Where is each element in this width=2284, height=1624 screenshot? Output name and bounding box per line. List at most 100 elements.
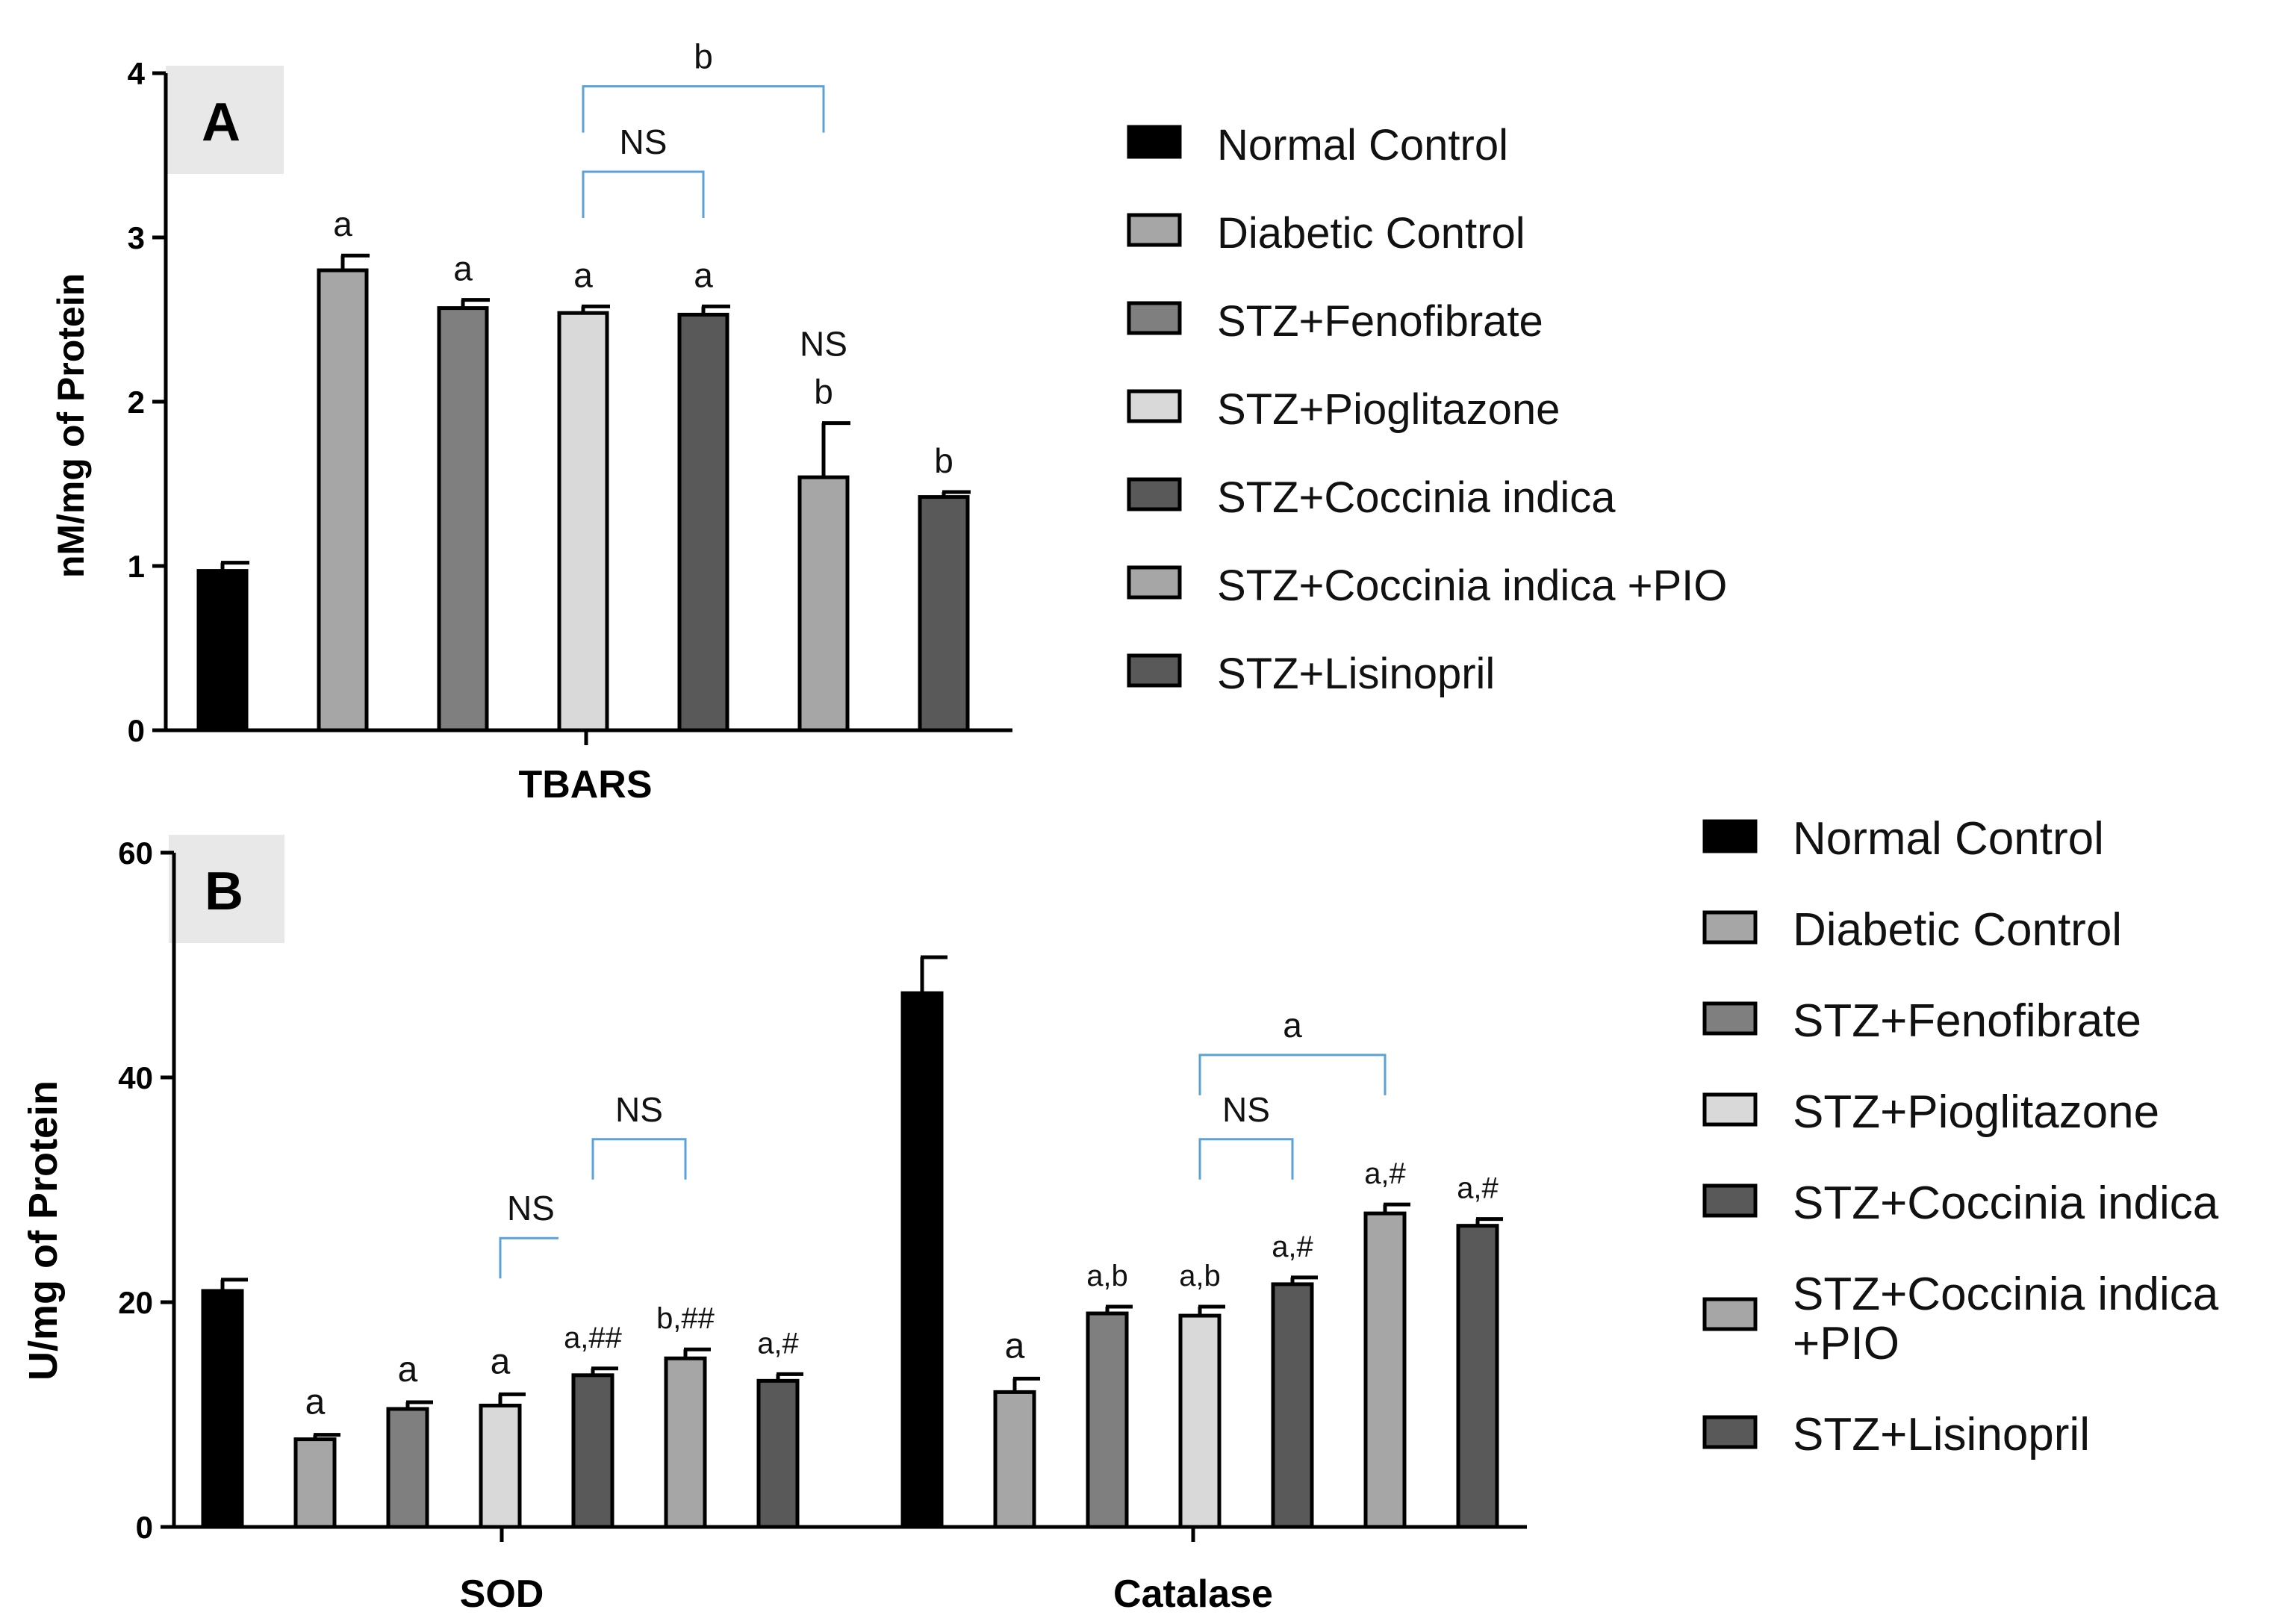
panel-b-annotation: a,b <box>1086 1260 1128 1292</box>
panel-b-annotation: a,# <box>1364 1157 1406 1190</box>
legend-label: STZ+Coccinia indica <box>1793 1177 2219 1229</box>
panel-b-error-bar <box>776 1372 803 1381</box>
panel-b-legend-item-stz-coccinia-indica: STZ+Coccinia indica <box>1702 1177 2219 1229</box>
legend-label: STZ+Fenofibrate <box>1793 995 2141 1047</box>
panel-b-bar-sod-diabetic-control <box>293 1437 337 1529</box>
panel-b-error-bar <box>591 1366 618 1375</box>
panel-b-annotation: a,# <box>1272 1231 1313 1263</box>
panel-b-error-bar <box>1290 1275 1318 1284</box>
legend-swatch <box>1127 653 1182 688</box>
panel-a-legend-item-diabetic-control: Diabetic Control <box>1127 209 1525 258</box>
panel-b-error-bar <box>683 1347 711 1359</box>
panel-a-bracket-label: b <box>694 37 713 76</box>
legend-swatch <box>1702 910 1758 945</box>
panel-b-significance-bracket <box>499 1236 559 1279</box>
legend-label: Normal Control <box>1217 121 1508 169</box>
panel-b-bar-catalase-diabetic-control <box>993 1390 1036 1529</box>
panel-a-bar-tbars-stz-coccinia-indica-pio <box>797 475 850 732</box>
legend-label: STZ+Fenofibrate <box>1217 297 1543 346</box>
panel-b-annotation: a,# <box>1457 1172 1499 1205</box>
panel-b-error-bar <box>1383 1202 1410 1214</box>
legend-swatch <box>1127 213 1182 247</box>
legend-label: STZ+Pioglitazone <box>1217 385 1560 434</box>
legend-label: Normal Control <box>1793 813 2104 865</box>
panel-a-y-tick-label: 1 <box>128 549 145 584</box>
panel-b-y-axis-title: U/mg of Protein <box>21 1080 66 1381</box>
panel-b-error-bar <box>220 1278 248 1291</box>
legend-label: STZ+Coccinia indica <box>1217 473 1616 522</box>
panel-a-y-tick-label: 3 <box>128 220 145 255</box>
panel-a-error-bar <box>701 304 730 315</box>
panel-b-bar-catalase-stz-pioglitazone <box>1178 1313 1222 1529</box>
panel-b-annotation: a,## <box>564 1322 623 1354</box>
panel-b-legend-item-stz-coccinia-indica-pio: STZ+Coccinia indica+PIO <box>1702 1269 2219 1369</box>
panel-a-category-label: TBARS <box>518 763 652 806</box>
panel-b-y-tick-label: 0 <box>136 1510 153 1545</box>
panel-b-category-label-catalase: Catalase <box>1113 1572 1273 1616</box>
legend-swatch <box>1702 1183 1758 1218</box>
panel-b-annotation: a,# <box>757 1327 799 1360</box>
panel-b-bar-sod-stz-pioglitazone <box>479 1403 522 1529</box>
panel-a-annotation: a <box>453 249 473 288</box>
panel-b-bar-sod-stz-coccinia-indica-pio <box>664 1356 707 1529</box>
panel-a-error-bar <box>821 421 850 478</box>
panel-b-y-tick-label: 60 <box>118 836 153 871</box>
panel-b-bar-sod-normal-control <box>201 1289 244 1529</box>
legend-swatch <box>1127 389 1182 423</box>
panel-b-category-label-sod: SOD <box>460 1572 544 1616</box>
legend-label: STZ+Lisinopril <box>1217 650 1495 698</box>
panel-a-annotation: a <box>333 205 352 243</box>
panel-b-significance-bracket <box>1198 1054 1387 1095</box>
panel-b-bar-catalase-stz-lisinopril <box>1456 1224 1499 1529</box>
panel-a-annotation: NS <box>800 325 847 364</box>
panel-a-bracket-label: NS <box>620 122 668 161</box>
panel-b-significance-bracket <box>591 1138 687 1180</box>
panel-a-annotation: b <box>934 441 953 480</box>
panel-b-legend-item-diabetic-control: Diabetic Control <box>1702 904 2122 956</box>
panel-a-annotation: a <box>694 255 713 294</box>
legend-swatch <box>1702 1001 1758 1036</box>
legend-swatch <box>1702 1092 1758 1127</box>
panel-a-chart: A nM/mg of Protein TBARS 0 1 2 3 4 a a a a b NS b NS… <box>50 37 1727 806</box>
panel-b-annotation: a <box>491 1342 511 1381</box>
panel-b-annotation: a <box>305 1383 326 1422</box>
legend-swatch <box>1702 1297 1758 1331</box>
panel-a-legend-item-stz-lisinopril: STZ+Lisinopril <box>1127 650 1495 698</box>
panel-a-y-tick-label: 2 <box>128 385 145 420</box>
panel-b-y-tick-label: 20 <box>118 1285 153 1320</box>
panel-b-significance-bracket <box>1198 1138 1294 1180</box>
legend-swatch <box>1127 125 1182 159</box>
panel-b-bar-catalase-stz-coccinia-indica <box>1271 1282 1314 1529</box>
panel-b-bar-sod-stz-lisinopril <box>756 1378 800 1529</box>
legend-swatch <box>1702 819 1758 853</box>
legend-label: STZ+Coccinia indica +PIO <box>1217 561 1727 610</box>
legend-label: +PIO <box>1793 1318 1899 1369</box>
panel-a-bar-tbars-stz-coccinia-indica <box>677 312 729 732</box>
panel-b-bracket-label: NS <box>615 1090 663 1129</box>
panel-b-legend-item-normal-control: Normal Control <box>1702 813 2104 865</box>
panel-b-annotation: a <box>398 1350 418 1390</box>
panel-b-bar-catalase-stz-fenofibrate <box>1086 1311 1129 1529</box>
panel-b-annotation: b,## <box>656 1302 715 1335</box>
panel-a-legend-item-normal-control: Normal Control <box>1127 121 1508 169</box>
panel-a-annotation: b <box>814 373 833 411</box>
panel-b-annotation: a <box>1005 1326 1025 1366</box>
panel-b-label-background <box>169 835 284 943</box>
panel-b-legend-item-stz-lisinopril: STZ+Lisinopril <box>1702 1409 2090 1460</box>
panel-b-chart: B U/mg of Protein SOD Catalase 0 20 40 60 a a… <box>21 813 2219 1616</box>
panel-b-bar-sod-stz-coccinia-indica <box>571 1373 614 1529</box>
legend-swatch <box>1702 1415 1758 1449</box>
panel-a-error-bar <box>340 253 370 270</box>
legend-label: Diabetic Control <box>1217 209 1525 258</box>
panel-a-y-tick-label: 0 <box>128 713 145 748</box>
panel-b-error-bar <box>1105 1304 1133 1314</box>
panel-a-error-bar <box>942 490 971 497</box>
panel-a-bar-tbars-stz-fenofibrate <box>437 306 489 732</box>
panel-b-bracket-label: NS <box>1222 1090 1270 1129</box>
panel-b-bar-catalase-normal-control <box>900 991 944 1529</box>
legend-label: STZ+Pioglitazone <box>1793 1086 2159 1138</box>
panel-a-bar-tbars-stz-lisinopril <box>918 495 970 732</box>
panel-b-bracket-label: NS <box>507 1189 555 1228</box>
legend-label: STZ+Lisinopril <box>1793 1409 2090 1460</box>
